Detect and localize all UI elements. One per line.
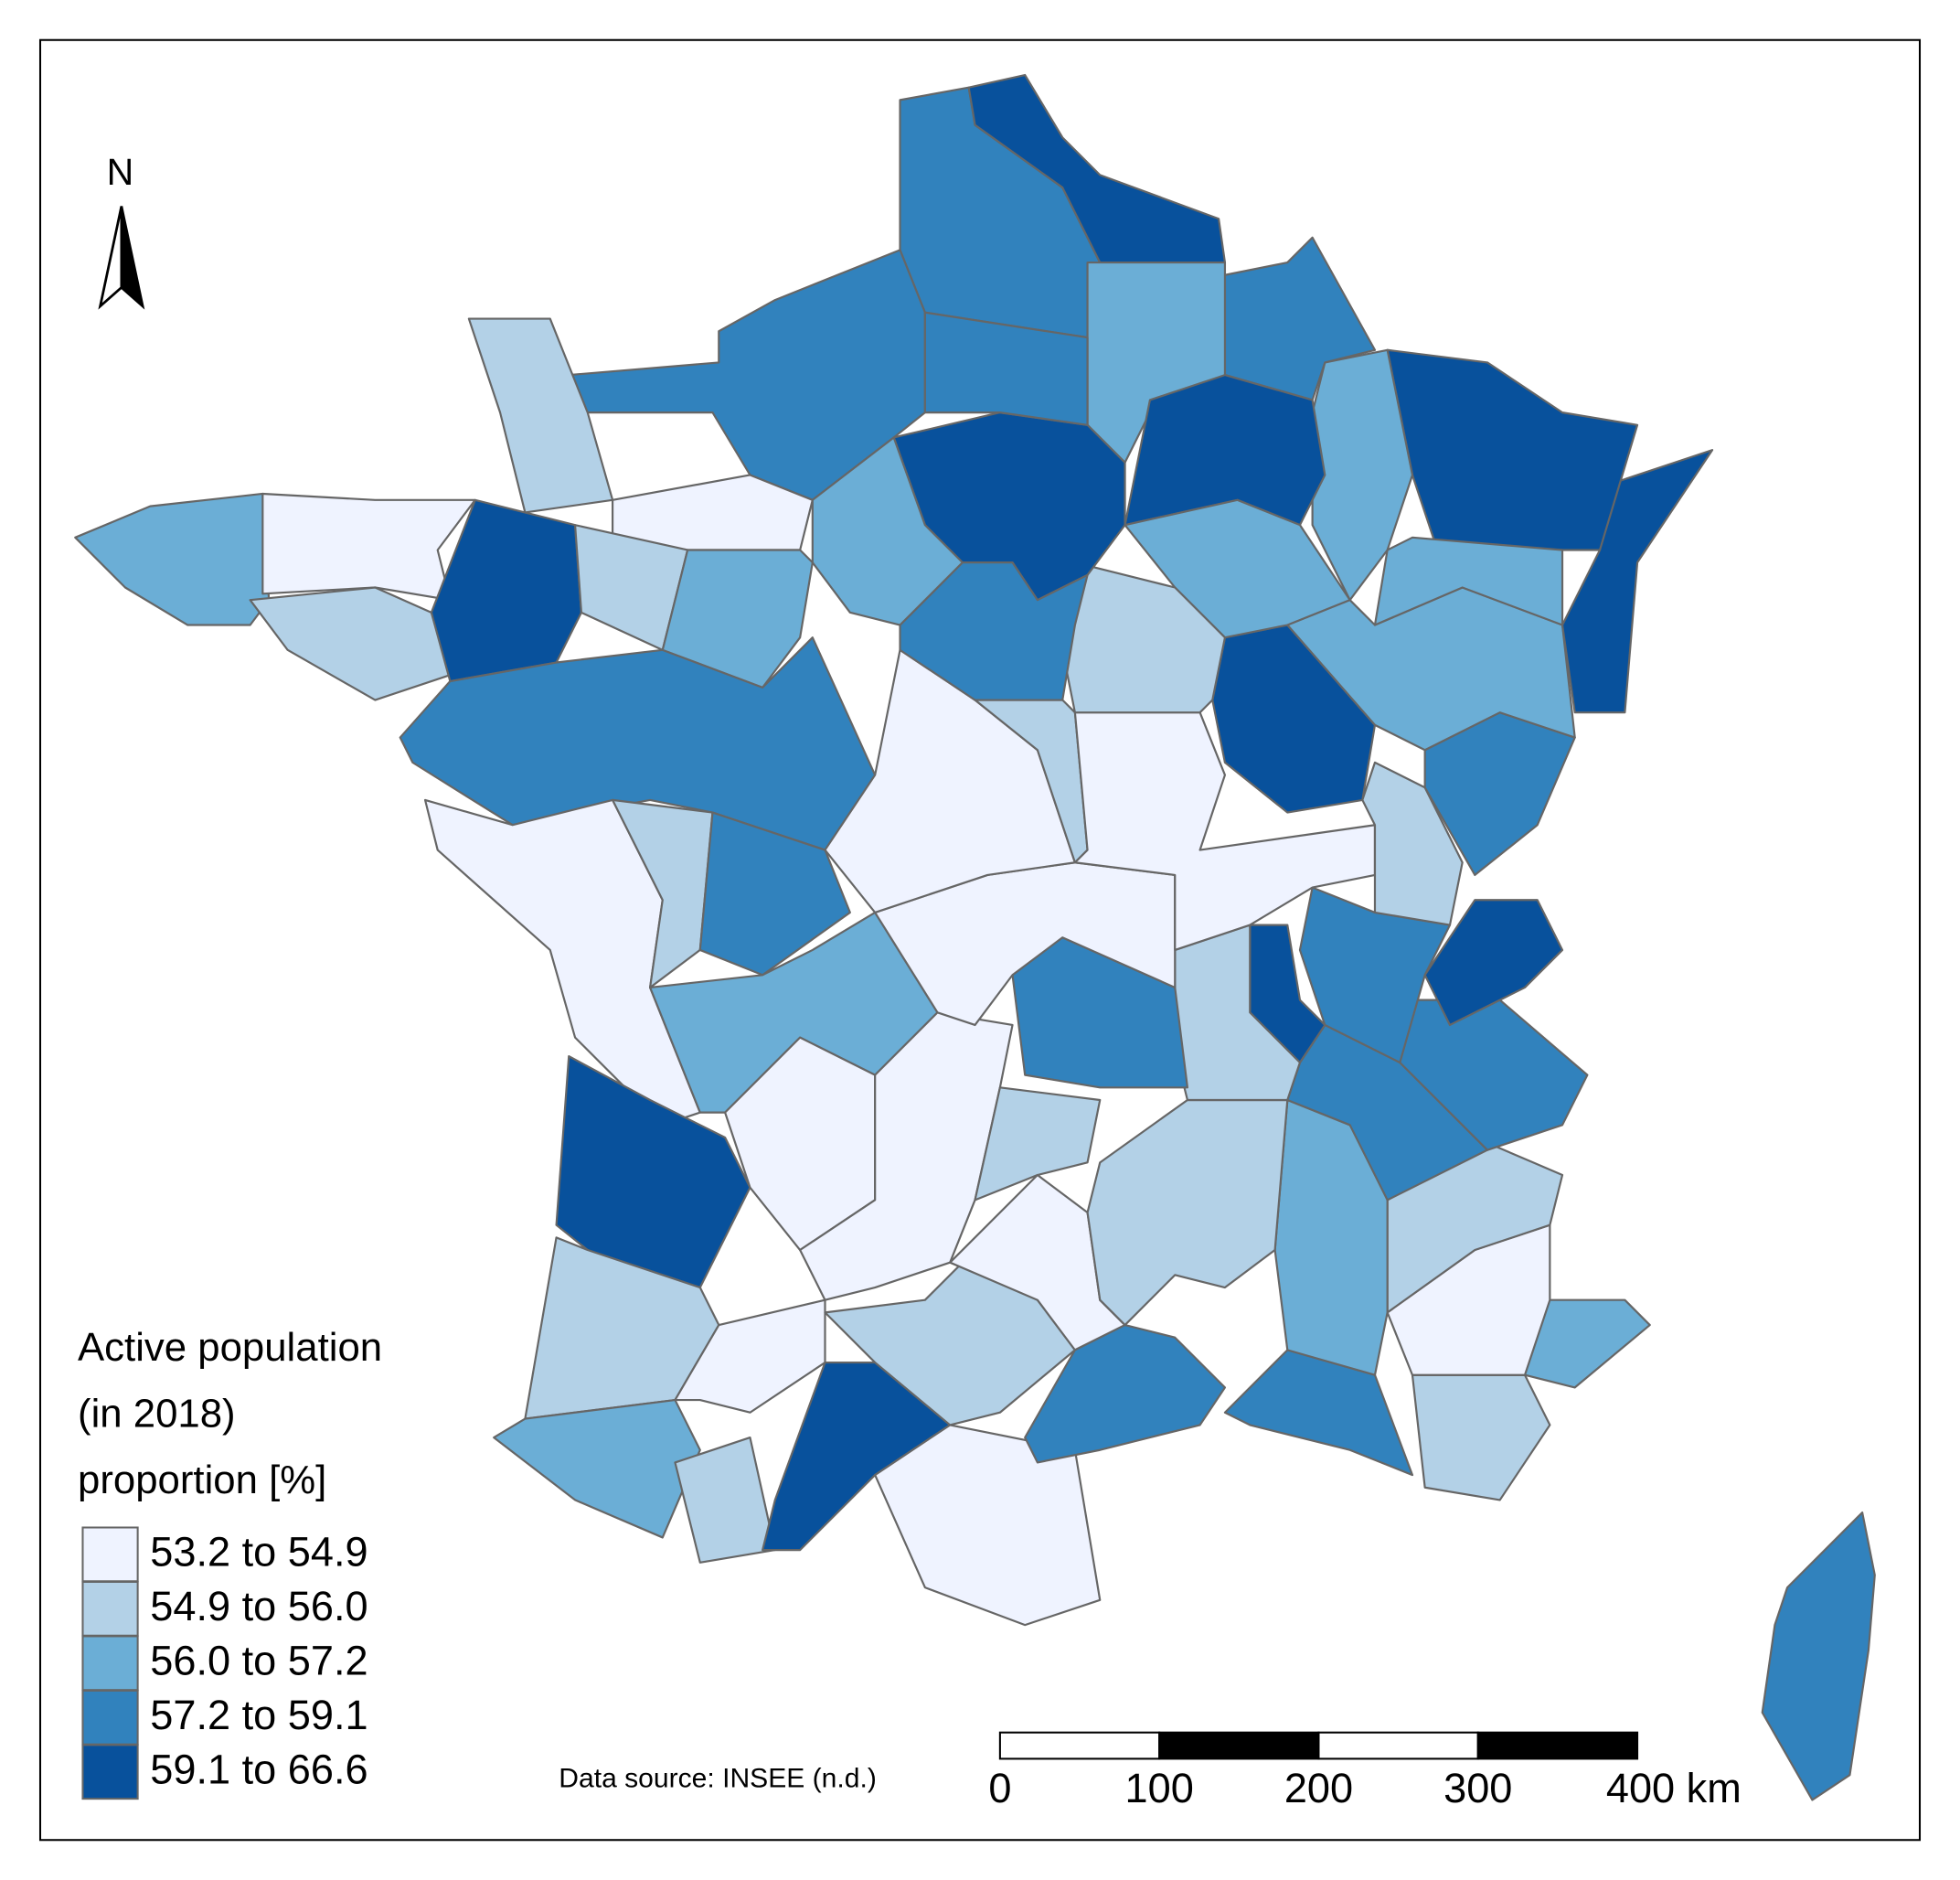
legend: Active population (in 2018) proportion [… bbox=[78, 1325, 382, 1502]
scale-segment bbox=[1317, 1731, 1479, 1760]
department bbox=[923, 311, 1089, 426]
legend-label: 56.0 to 57.2 bbox=[150, 1637, 368, 1683]
departments bbox=[74, 73, 1876, 1801]
department bbox=[1073, 711, 1377, 952]
north-arrow: N bbox=[98, 151, 145, 310]
scale-segment bbox=[998, 1731, 1161, 1760]
scale-segment bbox=[1476, 1731, 1639, 1760]
department bbox=[612, 798, 714, 989]
legend-swatch bbox=[81, 1580, 139, 1637]
department bbox=[698, 811, 851, 977]
data-source: Data source: INSEE (n.d.) bbox=[559, 1764, 877, 1794]
north-label: N bbox=[107, 151, 134, 193]
legend-swatch bbox=[81, 1744, 139, 1800]
department bbox=[1024, 1323, 1227, 1464]
department bbox=[493, 1398, 701, 1539]
legend-title: Active population bbox=[78, 1325, 382, 1370]
department bbox=[555, 1055, 751, 1289]
legend-label: 53.2 to 54.9 bbox=[150, 1528, 368, 1575]
scale-label: 0 bbox=[988, 1765, 1011, 1811]
department bbox=[1761, 1511, 1876, 1801]
department bbox=[974, 1086, 1102, 1202]
department bbox=[1423, 899, 1564, 1027]
scale-label: 200 bbox=[1284, 1765, 1353, 1811]
scale-segment bbox=[1158, 1731, 1320, 1760]
legend-label: 59.1 to 66.6 bbox=[150, 1746, 368, 1792]
department bbox=[1086, 1098, 1289, 1327]
department bbox=[899, 561, 1089, 701]
scale-label: 100 bbox=[1125, 1765, 1194, 1811]
scale-label: 400 km bbox=[1606, 1765, 1742, 1811]
department bbox=[261, 492, 476, 602]
department bbox=[1386, 348, 1639, 551]
department bbox=[967, 73, 1227, 264]
legend-swatch bbox=[81, 1526, 139, 1583]
legend-label: 54.9 to 56.0 bbox=[150, 1583, 368, 1629]
legend-label: 57.2 to 59.1 bbox=[150, 1692, 368, 1738]
scale-label: 300 bbox=[1443, 1765, 1512, 1811]
department bbox=[811, 436, 964, 626]
legend-title: proportion [%] bbox=[78, 1458, 326, 1502]
legend-title: (in 2018) bbox=[78, 1391, 236, 1436]
legend-swatch bbox=[81, 1635, 139, 1692]
legend-swatch bbox=[81, 1689, 139, 1746]
